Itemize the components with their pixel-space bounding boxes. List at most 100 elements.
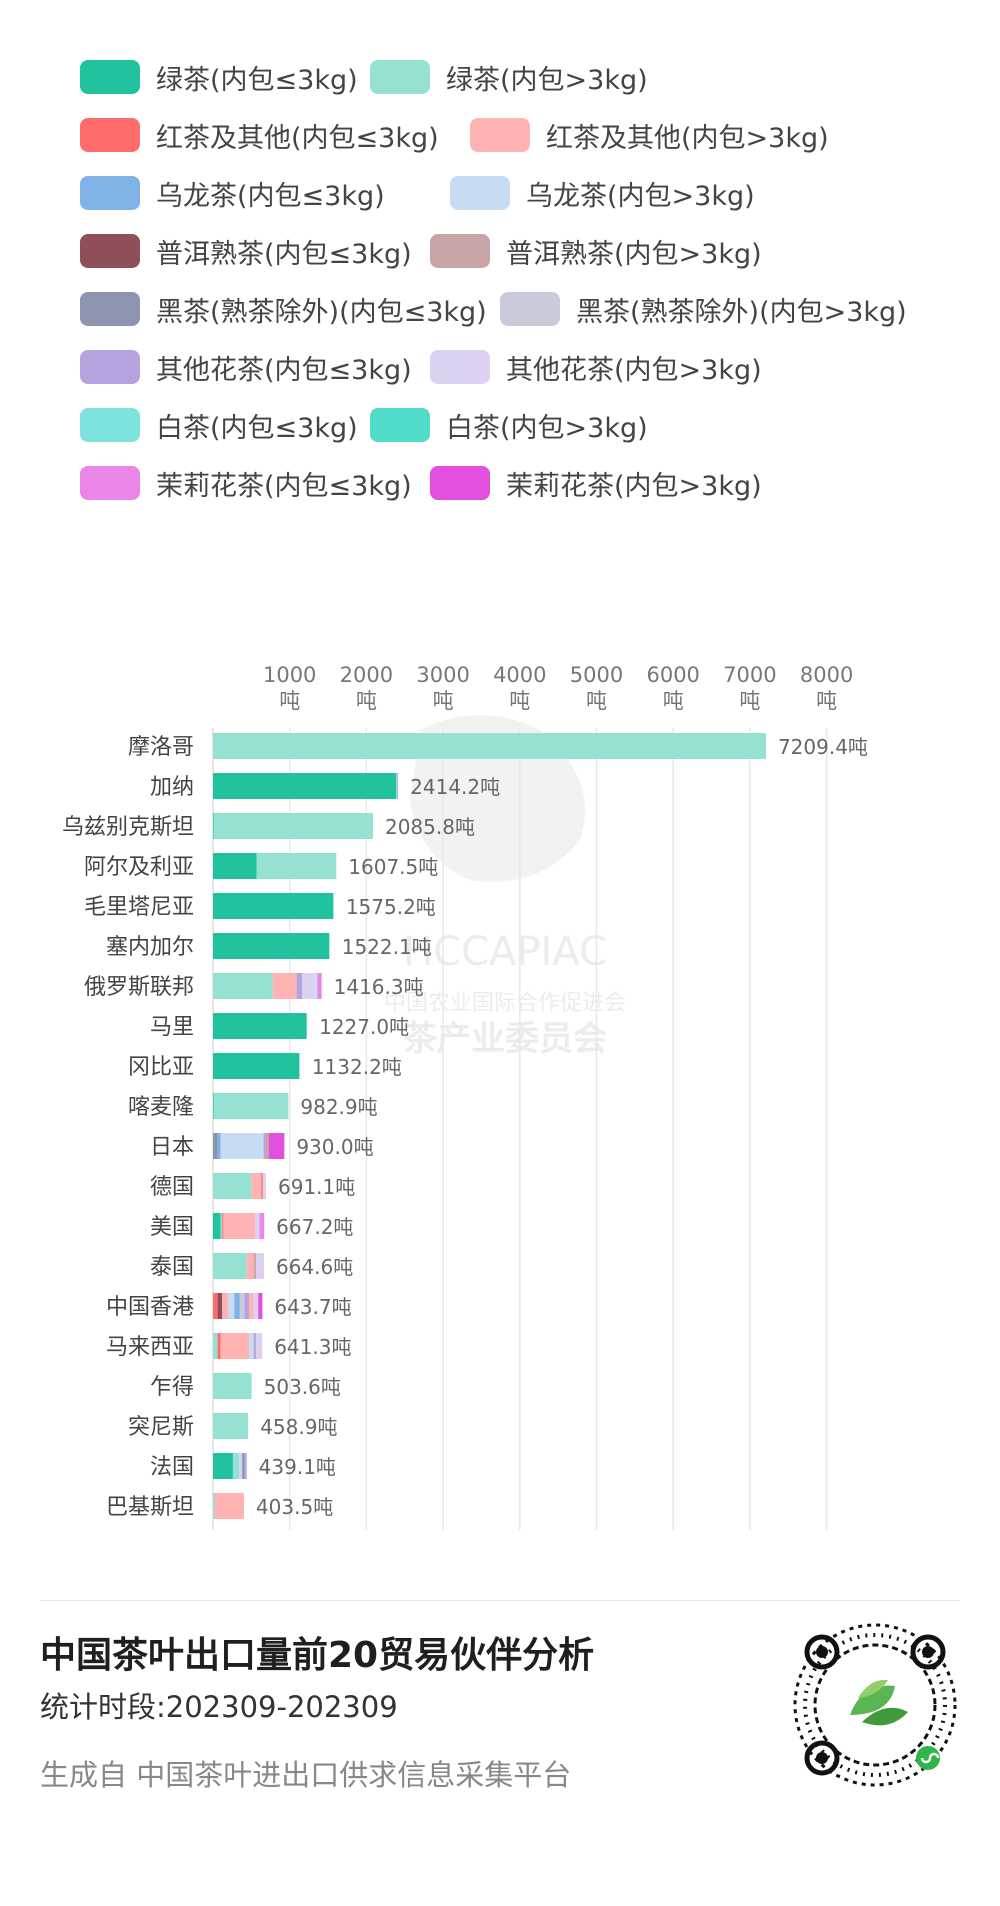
legend-item[interactable]: 茉莉花茶(内包>3kg) — [430, 464, 762, 503]
x-tick-unit: 吨 — [663, 689, 684, 713]
y-category-label: 巴基斯坦 — [106, 1495, 194, 1520]
bar-segment — [213, 1093, 289, 1119]
bar-segment — [213, 1253, 247, 1279]
legend-item[interactable]: 白茶(内包≤3kg) — [80, 406, 358, 445]
legend-row: 黑茶(熟茶除外)(内包≤3kg) 黑茶(熟茶除外)(内包>3kg) — [80, 280, 980, 338]
x-tick-unit: 吨 — [509, 689, 530, 713]
x-tick-unit: 吨 — [433, 689, 454, 713]
legend-item[interactable]: 红茶及其他(内包≤3kg) — [80, 116, 439, 155]
bar-segment — [263, 1133, 266, 1159]
legend-row: 其他花茶(内包≤3kg) 其他花茶(内包>3kg) — [80, 338, 980, 396]
bar-segment — [259, 1213, 265, 1239]
legend-item[interactable]: 其他花茶(内包>3kg) — [430, 348, 762, 387]
bar-segment — [220, 1213, 223, 1239]
legend-label: 乌龙茶(内包>3kg) — [526, 180, 755, 212]
legend-swatch — [80, 118, 140, 152]
bar-segment — [213, 893, 334, 919]
x-tick-unit: 吨 — [739, 689, 760, 713]
legend-item[interactable]: 绿茶(内包>3kg) — [370, 58, 648, 97]
bar-segment — [253, 1253, 256, 1279]
bar-segment — [213, 1333, 218, 1359]
bar-segment — [213, 1293, 218, 1319]
bar-segment — [214, 733, 766, 759]
bar-segment — [213, 733, 215, 759]
y-category-label: 日本 — [150, 1135, 194, 1160]
legend-item[interactable]: 茉莉花茶(内包≤3kg) — [80, 464, 412, 503]
y-category-label: 冈比亚 — [128, 1055, 194, 1080]
data-label: 2414.2吨 — [410, 775, 500, 799]
legend-swatch — [450, 176, 510, 210]
data-label: 403.5吨 — [256, 1495, 333, 1519]
legend-item[interactable]: 绿茶(内包≤3kg) — [80, 58, 358, 97]
legend-label: 黑茶(熟茶除外)(内包>3kg) — [576, 296, 907, 328]
legend-item[interactable]: 普洱熟茶(内包>3kg) — [430, 232, 762, 271]
bar-segment — [222, 1213, 224, 1239]
bar-segment — [253, 1333, 256, 1359]
bar-segment — [333, 893, 334, 919]
legend-label: 乌龙茶(内包≤3kg) — [156, 180, 385, 212]
legend-swatch — [80, 408, 140, 442]
bar-segment — [213, 973, 273, 999]
legend-swatch — [430, 466, 490, 500]
data-label: 7209.4吨 — [778, 735, 868, 759]
legend-swatch — [430, 350, 490, 384]
qr-code-icon[interactable] — [790, 1620, 960, 1790]
legend-item[interactable]: 红茶及其他(内包>3kg) — [470, 116, 829, 155]
y-category-label: 美国 — [150, 1215, 194, 1240]
data-label: 982.9吨 — [300, 1095, 377, 1119]
bar-segment — [265, 1133, 269, 1159]
bar-segment — [397, 773, 399, 799]
bar-segment — [213, 933, 330, 959]
y-category-label: 泰国 — [150, 1255, 194, 1280]
legend-item[interactable]: 乌龙茶(内包>3kg) — [450, 174, 755, 213]
data-label: 930.0吨 — [296, 1135, 373, 1159]
legend-label: 普洱熟茶(内包>3kg) — [506, 238, 762, 270]
legend-label: 茉莉花茶(内包>3kg) — [506, 470, 762, 502]
bar-segment — [314, 973, 318, 999]
legend-item[interactable]: 黑茶(熟茶除外)(内包>3kg) — [500, 290, 907, 329]
x-tick-label: 3000 — [416, 663, 469, 687]
bar-segment — [213, 813, 214, 839]
legend-item[interactable]: 黑茶(熟茶除外)(内包≤3kg) — [80, 290, 487, 329]
legend-label: 红茶及其他(内包≤3kg) — [156, 122, 439, 154]
legend-swatch — [80, 350, 140, 384]
legend-item[interactable]: 其他花茶(内包≤3kg) — [80, 348, 412, 387]
legend-label: 黑茶(熟茶除外)(内包≤3kg) — [156, 296, 487, 328]
legend-label: 白茶(内包≤3kg) — [156, 412, 358, 444]
data-label: 1132.2吨 — [312, 1055, 402, 1079]
data-label: 439.1吨 — [259, 1455, 336, 1479]
bar-segment — [232, 1453, 240, 1479]
y-category-label: 德国 — [150, 1175, 194, 1200]
legend-item[interactable]: 白茶(内包>3kg) — [370, 406, 648, 445]
bar-segment — [258, 1293, 263, 1319]
bar-segment — [213, 1213, 221, 1239]
y-category-label: 乌兹别克斯坦 — [62, 815, 194, 840]
chart-svg: HCCAPIAC中国农业国际合作促进会茶产业委员会1000吨2000吨3000吨… — [62, 663, 868, 1530]
y-category-label: 中国香港 — [106, 1295, 194, 1320]
legend-label: 其他花茶(内包≤3kg) — [156, 354, 412, 386]
data-label: 641.3吨 — [274, 1335, 351, 1359]
data-label: 1522.1吨 — [342, 935, 432, 959]
bar-segment — [220, 1133, 264, 1159]
legend-row: 绿茶(内包≤3kg) 绿茶(内包>3kg) — [80, 48, 980, 106]
bar-segment — [242, 1453, 245, 1479]
legend-item[interactable]: 普洱熟茶(内包≤3kg) — [80, 232, 412, 271]
y-category-label: 毛里塔尼亚 — [84, 895, 194, 920]
legend-swatch — [370, 60, 430, 94]
bar-segment — [244, 1293, 250, 1319]
bar-segment — [234, 1293, 240, 1319]
y-category-label: 摩洛哥 — [128, 735, 194, 760]
bar-segment — [213, 1453, 233, 1479]
legend-row: 乌龙茶(内包≤3kg) 乌龙茶(内包>3kg) — [80, 164, 980, 222]
x-tick-label: 2000 — [340, 663, 393, 687]
legend-label: 绿茶(内包≤3kg) — [156, 64, 358, 96]
legend-item[interactable]: 乌龙茶(内包≤3kg) — [80, 174, 385, 213]
data-label: 664.6吨 — [276, 1255, 353, 1279]
data-label: 503.6吨 — [264, 1375, 341, 1399]
data-label: 2085.8吨 — [385, 815, 475, 839]
bar-segment — [253, 1293, 259, 1319]
data-label: 1416.3吨 — [334, 975, 424, 999]
bar-segment — [301, 973, 315, 999]
data-label: 691.1吨 — [278, 1175, 355, 1199]
bar-segment — [213, 773, 397, 799]
